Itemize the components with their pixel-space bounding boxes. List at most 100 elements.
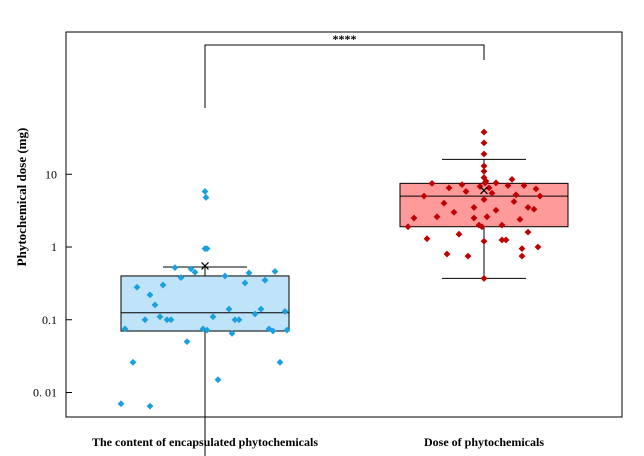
data-point-1-8 [443, 250, 451, 258]
data-point-0-5 [141, 316, 149, 324]
data-point-1-9 [450, 208, 458, 216]
significance-label: **** [333, 32, 357, 46]
y-axis-label: Phytochemical dose (mg) [14, 128, 29, 267]
data-point-1-32 [498, 221, 506, 229]
data-point-1-4 [423, 235, 431, 243]
data-point-1-48 [478, 223, 486, 231]
data-point-1-47 [470, 214, 478, 222]
data-point-1-22 [480, 174, 488, 181]
data-point-1-3 [428, 179, 436, 187]
data-points [117, 128, 544, 410]
boxes [120, 182, 569, 332]
mean-marker-1 [480, 186, 488, 195]
data-point-0-13 [171, 264, 179, 272]
data-point-1-24 [480, 162, 488, 170]
data-point-1-15 [476, 183, 484, 190]
plot-area-frame [65, 31, 623, 418]
data-point-1-20 [483, 213, 491, 221]
data-point-1-29 [488, 189, 496, 197]
data-point-1-10 [458, 181, 466, 189]
data-point-0-38 [271, 268, 279, 275]
data-point-1-44 [518, 245, 526, 253]
data-point-1-2 [420, 192, 428, 200]
data-point-1-33 [504, 182, 512, 189]
data-point-1-41 [530, 205, 538, 213]
data-point-1-1 [410, 214, 418, 222]
mean-markers [201, 186, 488, 270]
data-point-0-35 [261, 276, 269, 284]
data-point-0-30 [235, 316, 243, 324]
significance-line [204, 44, 485, 108]
y-axis-ticks [66, 173, 72, 393]
data-point-0-41 [283, 326, 291, 334]
data-point-0-16 [187, 265, 195, 273]
data-point-0-9 [156, 313, 164, 321]
data-point-0-1 [146, 291, 154, 299]
data-point-1-0 [404, 223, 412, 231]
data-point-1-16 [475, 221, 483, 229]
data-point-1-14 [470, 204, 478, 211]
data-point-1-26 [480, 139, 488, 147]
data-point-0-14 [177, 274, 185, 281]
data-point-0-0 [121, 325, 129, 333]
data-point-0-33 [251, 310, 259, 318]
data-point-1-40 [524, 228, 532, 236]
data-point-0-23 [203, 245, 211, 253]
y-tick-label-2: 0.1 [42, 313, 57, 327]
data-point-0-11 [167, 316, 175, 324]
data-point-1-25 [480, 150, 488, 158]
data-point-1-11 [455, 230, 463, 238]
data-point-0-27 [225, 305, 233, 313]
data-point-0-21 [202, 194, 210, 201]
data-point-1-27 [480, 128, 488, 136]
data-point-0-39 [276, 358, 284, 366]
data-point-0-37 [269, 327, 277, 335]
data-point-1-7 [445, 184, 453, 192]
data-point-1-49 [498, 236, 506, 244]
data-point-1-28 [485, 184, 493, 192]
data-point-1-17 [480, 237, 488, 245]
box-0 [120, 275, 290, 332]
data-point-1-12 [462, 188, 470, 195]
y-tick-label-3: 0. 01 [33, 386, 57, 400]
data-point-1-5 [433, 213, 441, 221]
x-category-label-2: Dose of phytochemicals [424, 435, 544, 449]
data-point-1-38 [520, 182, 528, 189]
mean-marker-0 [201, 261, 209, 270]
data-point-0-31 [241, 279, 249, 287]
data-point-1-39 [518, 252, 526, 260]
data-point-1-30 [492, 206, 500, 214]
data-point-0-20 [201, 188, 209, 195]
data-point-0-40 [281, 308, 289, 315]
data-point-0-32 [245, 269, 253, 277]
data-point-0-29 [231, 316, 239, 324]
data-point-1-45 [510, 198, 518, 206]
data-point-1-18 [480, 196, 488, 203]
y-tick-label-1: 1 [51, 240, 57, 254]
data-point-1-31 [480, 275, 488, 282]
y-tick-label-0: 10 [45, 167, 57, 181]
data-point-0-3 [129, 358, 137, 366]
data-point-1-37 [516, 215, 524, 223]
data-point-1-13 [464, 252, 472, 260]
x-category-label-1: The content of encapsulated phytochemica… [92, 435, 318, 449]
data-point-1-42 [532, 185, 540, 193]
data-point-1-43 [534, 243, 542, 251]
data-point-1-50 [524, 204, 532, 211]
data-point-0-12 [159, 281, 167, 289]
data-point-1-36 [512, 191, 520, 199]
data-point-1-21 [481, 179, 489, 187]
data-point-0-6 [146, 402, 154, 410]
data-point-0-17 [191, 268, 199, 276]
data-point-0-2 [133, 283, 141, 291]
data-point-1-35 [502, 236, 510, 244]
data-point-0-34 [257, 305, 265, 313]
data-point-1-23 [480, 167, 488, 175]
data-point-0-28 [228, 329, 236, 337]
data-point-0-24 [209, 313, 217, 321]
data-point-1-34 [508, 175, 516, 183]
data-point-0-26 [221, 272, 229, 280]
data-point-0-36 [265, 325, 273, 333]
